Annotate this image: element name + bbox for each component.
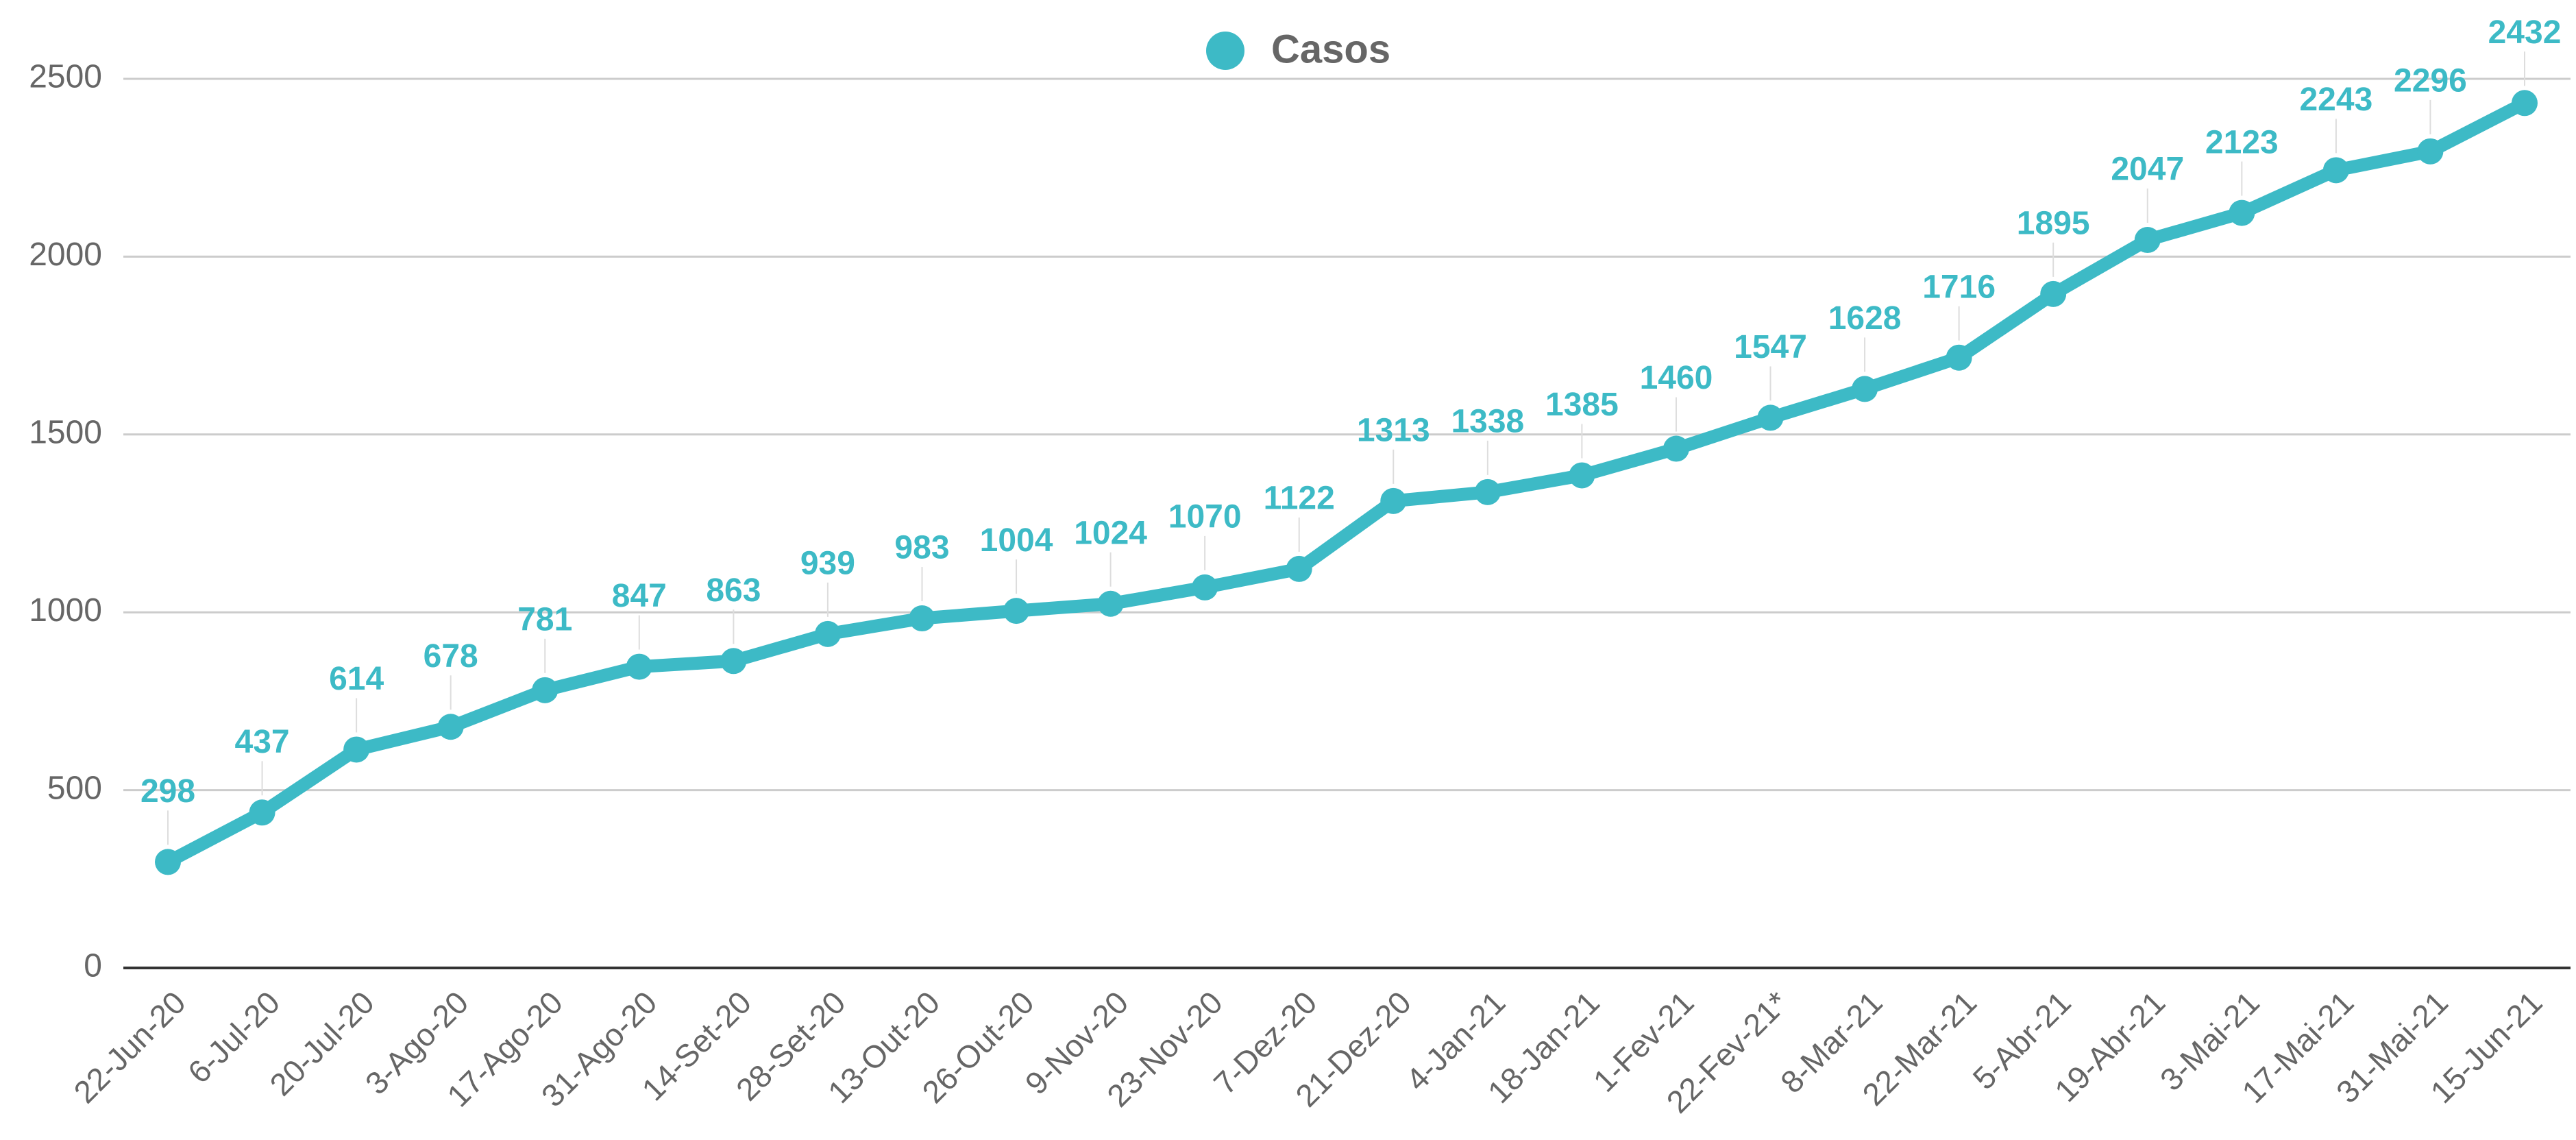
data-point xyxy=(1286,555,1312,582)
data-point xyxy=(2229,199,2255,226)
data-point xyxy=(2134,227,2161,254)
data-point xyxy=(532,677,559,703)
data-point xyxy=(2512,90,2538,117)
data-label: 614 xyxy=(329,661,384,697)
data-point xyxy=(437,714,464,740)
data-label: 939 xyxy=(800,546,855,582)
data-label: 847 xyxy=(612,578,667,614)
data-point xyxy=(1097,590,1124,617)
data-label: 2243 xyxy=(2299,82,2372,118)
data-label: 2047 xyxy=(2111,151,2184,188)
data-label: 983 xyxy=(894,530,949,566)
data-label: 1070 xyxy=(1168,499,1242,535)
data-point xyxy=(1003,598,1030,624)
data-label: 1460 xyxy=(1640,360,1713,396)
data-label: 1895 xyxy=(2017,206,2090,242)
data-label: 437 xyxy=(235,724,290,760)
data-label: 1338 xyxy=(1451,404,1524,440)
data-point xyxy=(343,736,370,763)
data-label: 2432 xyxy=(2488,14,2562,51)
data-point xyxy=(2040,280,2067,307)
data-point xyxy=(720,648,747,675)
data-label: 1628 xyxy=(1828,300,1902,337)
data-line xyxy=(164,97,2528,868)
data-point xyxy=(1569,462,1595,489)
data-label: 863 xyxy=(706,572,761,609)
y-tick-label: 1500 xyxy=(29,414,102,450)
data-point xyxy=(1192,574,1218,601)
data-point xyxy=(1852,376,1878,402)
y-tick-label: 2500 xyxy=(29,59,102,95)
data-label: 678 xyxy=(424,638,478,675)
data-label: 1547 xyxy=(1734,329,1807,365)
y-tick-label: 500 xyxy=(47,770,102,806)
data-point xyxy=(1946,344,1972,371)
x-tick-label: 20-Jul-20 xyxy=(262,984,380,1102)
y-tick-label: 0 xyxy=(84,948,102,984)
legend-marker xyxy=(1206,32,1244,70)
data-point xyxy=(1757,404,1784,431)
data-label: 2296 xyxy=(2394,63,2467,99)
data-point xyxy=(626,653,652,680)
y-tick-label: 2000 xyxy=(29,237,102,273)
data-point xyxy=(909,605,935,632)
data-point xyxy=(1474,478,1501,505)
data-point xyxy=(1663,435,1689,462)
data-label: 298 xyxy=(140,773,195,810)
data-point xyxy=(2417,138,2444,165)
data-point xyxy=(2322,157,2349,184)
data-point xyxy=(814,620,841,647)
legend-label: Casos xyxy=(1271,27,1390,71)
data-point xyxy=(1380,487,1407,514)
x-tick-label: 22-Jun-20 xyxy=(66,984,192,1110)
data-point xyxy=(249,799,275,826)
data-label: 781 xyxy=(517,601,572,638)
y-tick-label: 1000 xyxy=(29,592,102,629)
data-label: 1024 xyxy=(1074,515,1147,551)
data-point xyxy=(155,849,181,875)
data-label: 2123 xyxy=(2205,124,2279,160)
data-label: 1716 xyxy=(1922,269,1996,305)
data-label: 1313 xyxy=(1357,412,1430,448)
data-label: 1004 xyxy=(980,522,1053,559)
data-label: 1122 xyxy=(1264,481,1335,517)
data-label: 1385 xyxy=(1545,387,1619,423)
